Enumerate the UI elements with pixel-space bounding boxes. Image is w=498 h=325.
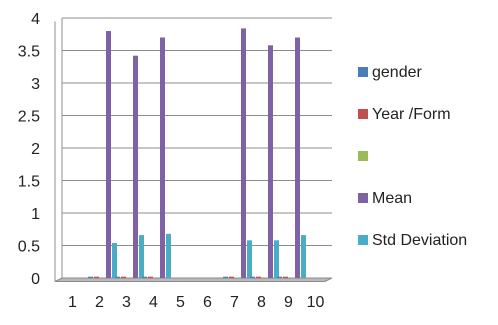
bar	[223, 276, 228, 279]
bar	[247, 240, 252, 278]
y-tick-label: 1	[31, 206, 40, 223]
bar	[133, 55, 138, 279]
x-tick-label: 5	[176, 294, 185, 311]
bar	[121, 276, 126, 279]
y-tick-label: 4	[31, 11, 40, 28]
bars	[88, 28, 306, 279]
bar	[148, 276, 153, 279]
legend-label: Year /Form	[372, 106, 451, 123]
x-tick-label: 10	[307, 294, 325, 311]
x-tick-label: 3	[122, 294, 131, 311]
y-tick-label: 2	[31, 141, 40, 158]
bar	[94, 276, 99, 279]
x-tick-label: 8	[257, 294, 266, 311]
bar	[268, 45, 273, 278]
y-tick-label: 2.5	[18, 109, 40, 126]
x-tick-label: 1	[68, 294, 77, 311]
plot-floor-shape	[54, 277, 333, 282]
x-tick-label: 7	[230, 294, 239, 311]
y-tick-label: 0.5	[18, 239, 40, 256]
y-tick-label: 0	[31, 271, 40, 288]
y-tick-label: 3	[31, 76, 40, 93]
gridlines	[62, 17, 332, 279]
x-tick-label: 2	[95, 294, 104, 311]
bar	[112, 242, 117, 278]
x-tick-label: 4	[149, 294, 158, 311]
bar	[283, 276, 288, 279]
bar	[256, 276, 261, 279]
bar	[295, 37, 300, 278]
legend-label: Std Deviation	[372, 232, 467, 249]
legend-label: Mean	[372, 190, 412, 207]
bar	[274, 240, 279, 278]
legend-swatch	[358, 235, 368, 245]
legend-label: gender	[372, 64, 422, 81]
bar	[301, 235, 306, 278]
bar	[106, 31, 111, 278]
y-tick-labels: 0 0.5 1 1.5 2 2.5 3 3.5 4	[18, 11, 40, 288]
legend: gender Year /Form Mean Std Deviation	[358, 64, 467, 249]
bar	[250, 276, 255, 279]
x-tick-labels: 1 2 3 4 5 6 7 8 9 10	[68, 294, 324, 311]
x-tick-label: 6	[203, 294, 212, 311]
bar	[142, 276, 147, 279]
bar	[139, 235, 144, 278]
bar	[241, 28, 246, 279]
bar	[229, 276, 234, 279]
bar	[160, 37, 165, 278]
axes	[54, 18, 325, 282]
bar	[115, 276, 120, 279]
x-tick-label: 9	[284, 294, 293, 311]
plot-floor	[54, 277, 333, 282]
bar	[277, 276, 282, 279]
bar	[88, 276, 93, 279]
legend-swatch	[358, 193, 368, 203]
legend-swatch	[358, 109, 368, 119]
legend-swatch	[358, 67, 368, 77]
y-tick-label: 1.5	[18, 174, 40, 191]
y-tick-label: 3.5	[18, 44, 40, 61]
bar	[166, 233, 171, 278]
legend-swatch	[358, 151, 368, 161]
